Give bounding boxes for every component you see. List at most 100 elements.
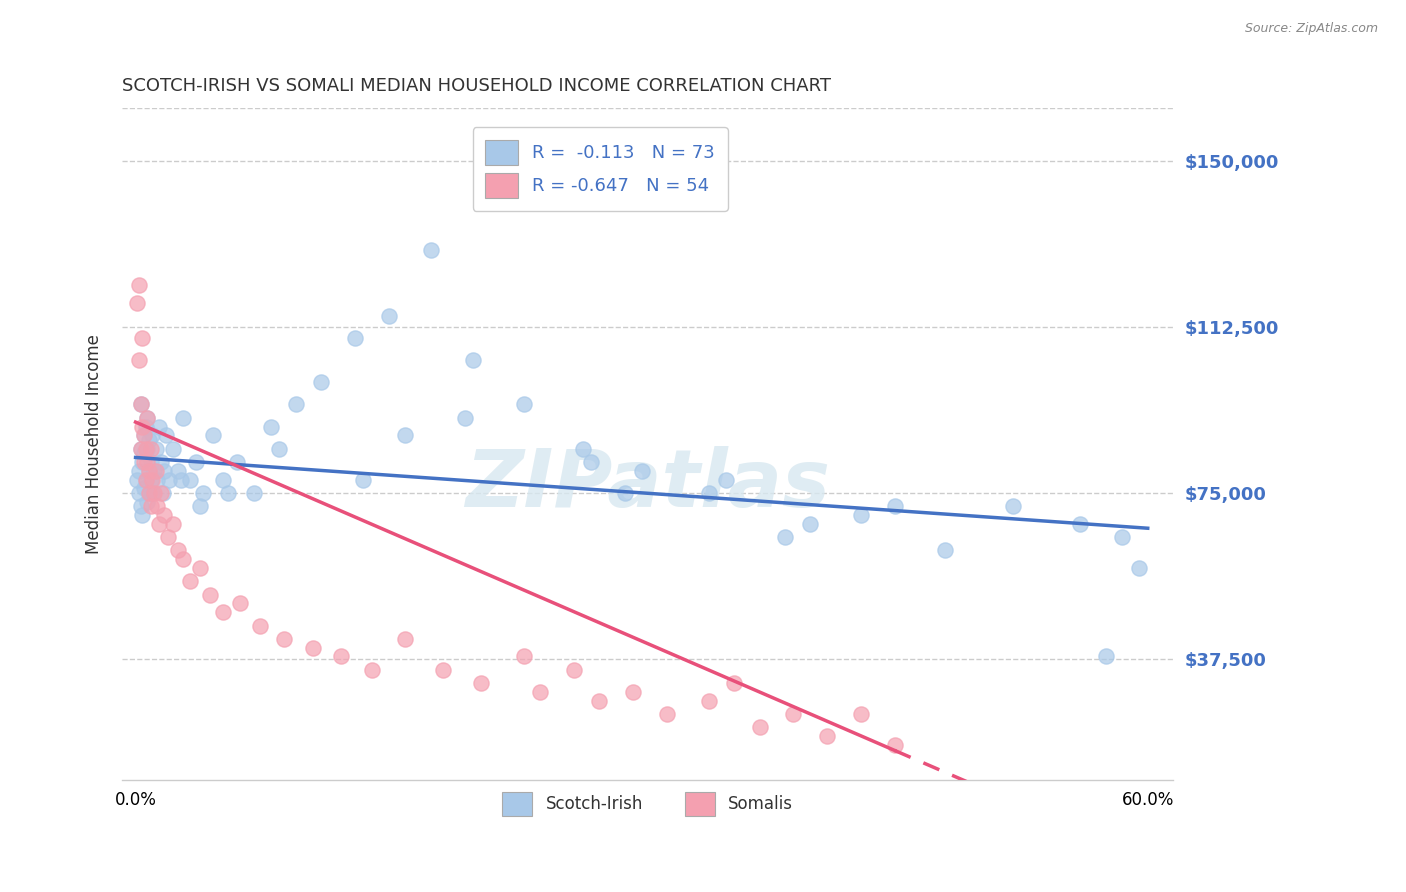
Point xyxy=(172,410,194,425)
Point xyxy=(141,486,163,500)
Point xyxy=(179,473,201,487)
Point xyxy=(782,706,804,721)
Point xyxy=(129,397,152,411)
Point xyxy=(571,442,593,456)
Point xyxy=(132,446,155,460)
Point xyxy=(621,685,644,699)
Point xyxy=(143,486,166,500)
Point xyxy=(135,442,157,456)
Point xyxy=(748,720,770,734)
Point xyxy=(697,486,720,500)
Point xyxy=(141,473,163,487)
Point xyxy=(217,486,239,500)
Point xyxy=(242,486,264,500)
Point xyxy=(301,640,323,655)
Point xyxy=(352,473,374,487)
Point xyxy=(166,464,188,478)
Point xyxy=(394,632,416,646)
Point xyxy=(360,663,382,677)
Point xyxy=(145,464,167,478)
Point xyxy=(148,516,170,531)
Point xyxy=(267,442,290,456)
Point xyxy=(188,499,211,513)
Point xyxy=(149,486,172,500)
Point xyxy=(128,278,150,293)
Point xyxy=(723,676,745,690)
Point xyxy=(512,397,534,411)
Point xyxy=(188,561,211,575)
Point xyxy=(849,508,872,522)
Point xyxy=(170,473,193,487)
Point xyxy=(883,499,905,513)
Point xyxy=(139,442,162,456)
Point xyxy=(152,486,174,500)
Point xyxy=(129,499,152,513)
Point xyxy=(249,618,271,632)
Legend: Scotch-Irish, Somalis: Scotch-Irish, Somalis xyxy=(495,786,800,822)
Point xyxy=(1001,499,1024,513)
Point xyxy=(799,516,821,531)
Point xyxy=(129,442,152,456)
Point xyxy=(377,309,399,323)
Point xyxy=(162,516,184,531)
Point xyxy=(461,353,484,368)
Point xyxy=(186,455,208,469)
Point xyxy=(146,473,169,487)
Point xyxy=(141,428,163,442)
Point xyxy=(934,543,956,558)
Point xyxy=(172,552,194,566)
Point xyxy=(432,663,454,677)
Point xyxy=(166,543,188,558)
Point xyxy=(343,331,366,345)
Point xyxy=(135,473,157,487)
Point xyxy=(394,428,416,442)
Point xyxy=(512,649,534,664)
Point xyxy=(1111,530,1133,544)
Point xyxy=(815,729,838,743)
Point xyxy=(128,486,150,500)
Point xyxy=(135,473,157,487)
Point xyxy=(148,419,170,434)
Point xyxy=(135,419,157,434)
Text: Source: ZipAtlas.com: Source: ZipAtlas.com xyxy=(1244,22,1378,36)
Point xyxy=(225,455,247,469)
Point xyxy=(136,455,159,469)
Point xyxy=(136,410,159,425)
Point xyxy=(191,486,214,500)
Point xyxy=(179,574,201,589)
Point xyxy=(529,685,551,699)
Point xyxy=(1128,561,1150,575)
Point xyxy=(132,428,155,442)
Point xyxy=(202,428,225,442)
Point xyxy=(714,473,737,487)
Point xyxy=(579,455,602,469)
Point xyxy=(145,442,167,456)
Point xyxy=(131,331,153,345)
Point xyxy=(309,376,332,390)
Point xyxy=(131,455,153,469)
Point xyxy=(138,464,160,478)
Point xyxy=(153,464,176,478)
Point xyxy=(453,410,475,425)
Text: SCOTCH-IRISH VS SOMALI MEDIAN HOUSEHOLD INCOME CORRELATION CHART: SCOTCH-IRISH VS SOMALI MEDIAN HOUSEHOLD … xyxy=(122,78,831,95)
Point xyxy=(128,464,150,478)
Point xyxy=(127,473,149,487)
Point xyxy=(284,397,307,411)
Point xyxy=(153,508,176,522)
Point xyxy=(138,433,160,447)
Point xyxy=(1094,649,1116,664)
Point xyxy=(470,676,492,690)
Point xyxy=(562,663,585,677)
Point xyxy=(155,428,177,442)
Point xyxy=(773,530,796,544)
Point xyxy=(129,442,152,456)
Point xyxy=(330,649,353,664)
Point xyxy=(212,473,235,487)
Point xyxy=(138,486,160,500)
Text: ZIPatlas: ZIPatlas xyxy=(465,445,830,524)
Point xyxy=(1069,516,1091,531)
Point xyxy=(136,442,159,456)
Point xyxy=(128,353,150,368)
Point xyxy=(136,410,159,425)
Point xyxy=(139,473,162,487)
